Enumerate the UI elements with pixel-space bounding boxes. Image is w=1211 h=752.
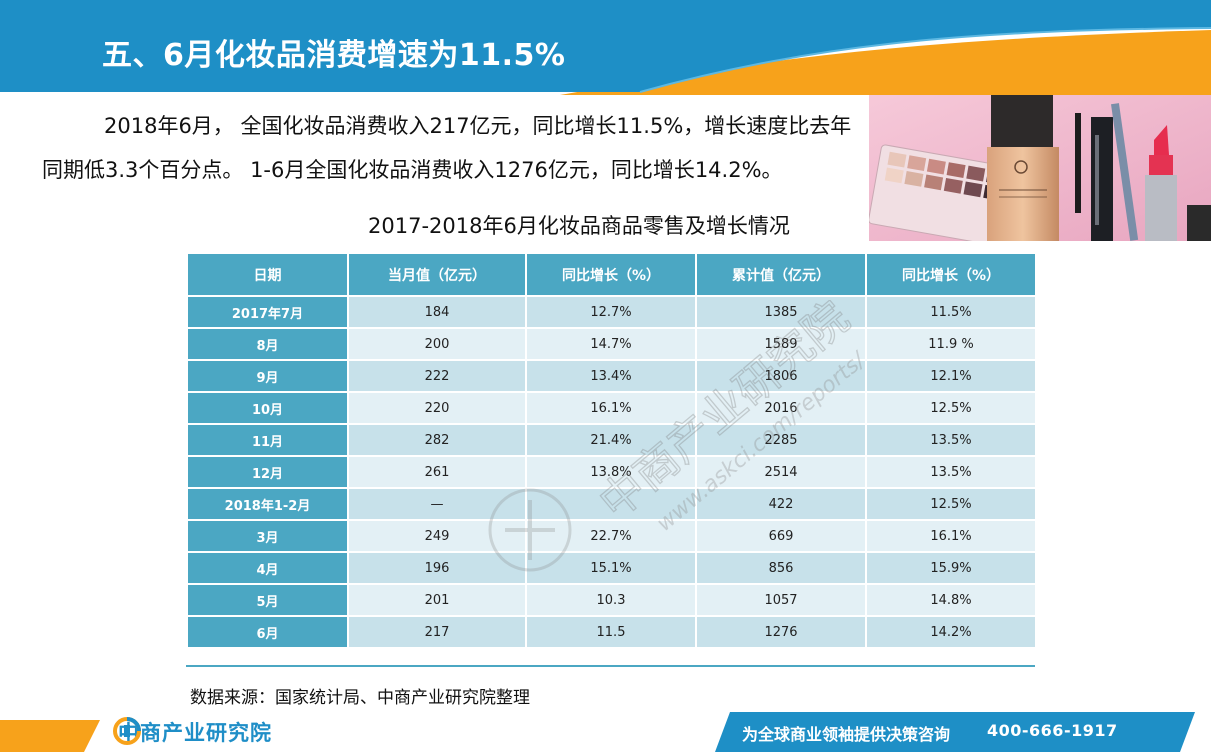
cumulative-growth: 14.8% — [865, 583, 1037, 617]
cumulative-growth: 11.9 % — [865, 327, 1037, 361]
source-note: 数据来源：国家统计局、中商产业研究院整理 — [190, 688, 530, 708]
cumulative-value: 1385 — [695, 295, 867, 329]
monthly-value: 220 — [347, 391, 527, 425]
table-row: 6月 217 11.5 1276 14.2% — [186, 615, 1037, 649]
monthly-value: 184 — [347, 295, 527, 329]
header-banner: 五、6月化妆品消费增速为11.5% — [0, 0, 1211, 95]
cumulative-growth: 14.2% — [865, 615, 1037, 649]
cumulative-growth: 13.5% — [865, 423, 1037, 457]
monthly-value: 261 — [347, 455, 527, 489]
row-date: 11月 — [186, 423, 349, 457]
footer-logo-text: 中商产业研究院 — [118, 721, 272, 745]
table-row: 4月 196 15.1% 856 15.9% — [186, 551, 1037, 585]
monthly-growth: 13.4% — [525, 359, 697, 393]
header-date: 日期 — [186, 252, 349, 297]
footer-slogan: 为全球商业领袖提供决策咨询 — [742, 725, 951, 744]
monthly-growth: 15.1% — [525, 551, 697, 585]
cumulative-value: 2285 — [695, 423, 867, 457]
cumulative-value: 1589 — [695, 327, 867, 361]
footer: 中商产业研究院 为全球商业领袖提供决策咨询 400-666-1917 — [0, 712, 1211, 752]
monthly-value: 200 — [347, 327, 527, 361]
monthly-value: 217 — [347, 615, 527, 649]
row-date: 3月 — [186, 519, 349, 553]
cumulative-growth: 11.5% — [865, 295, 1037, 329]
row-date: 9月 — [186, 359, 349, 393]
row-date: 5月 — [186, 583, 349, 617]
monthly-growth: 21.4% — [525, 423, 697, 457]
monthly-growth: 12.7% — [525, 295, 697, 329]
cumulative-value: 1276 — [695, 615, 867, 649]
cumulative-value: 669 — [695, 519, 867, 553]
monthly-growth: 16.1% — [525, 391, 697, 425]
table-row: 9月 222 13.4% 1806 12.1% — [186, 359, 1037, 393]
cumulative-value: 856 — [695, 551, 867, 585]
row-date: 12月 — [186, 455, 349, 489]
table-row: 12月 261 13.8% 2514 13.5% — [186, 455, 1037, 489]
slide-title: 五、6月化妆品消费增速为11.5% — [102, 38, 566, 73]
monthly-growth — [525, 487, 697, 521]
cumulative-value: 422 — [695, 487, 867, 521]
intro-paragraph: 2018年6月， 全国化妆品消费收入217亿元，同比增长11.5%，增长速度比去… — [42, 114, 852, 182]
cumulative-growth: 12.5% — [865, 487, 1037, 521]
row-date: 4月 — [186, 551, 349, 585]
monthly-value: 282 — [347, 423, 527, 457]
row-date: 8月 — [186, 327, 349, 361]
cosmetics-product-photo — [869, 95, 1211, 241]
row-date: 2017年7月 — [186, 295, 349, 329]
cumulative-growth: 12.5% — [865, 391, 1037, 425]
header-cumulative-value: 累计值（亿元） — [695, 252, 867, 297]
cumulative-growth: 16.1% — [865, 519, 1037, 553]
cumulative-value: 1806 — [695, 359, 867, 393]
cumulative-growth: 12.1% — [865, 359, 1037, 393]
cumulative-value: 1057 — [695, 583, 867, 617]
table-row: 8月 200 14.7% 1589 11.9 % — [186, 327, 1037, 361]
header-monthly-growth: 同比增长（%） — [525, 252, 697, 297]
row-date: 6月 — [186, 615, 349, 649]
monthly-value: 201 — [347, 583, 527, 617]
table-row: 3月 249 22.7% 669 16.1% — [186, 519, 1037, 553]
retail-table-container: 日期 当月值（亿元） 同比增长（%） 累计值（亿元） 同比增长（%） 2017年… — [186, 252, 1037, 649]
footer-phone: 400-666-1917 — [987, 721, 1118, 740]
table-row: 5月 201 10.3 1057 14.8% — [186, 583, 1037, 617]
header-monthly-value: 当月值（亿元） — [347, 252, 527, 297]
cumulative-growth: 15.9% — [865, 551, 1037, 585]
footer-background — [0, 712, 1211, 752]
monthly-value: 222 — [347, 359, 527, 393]
monthly-growth: 11.5 — [525, 615, 697, 649]
table-row: 2018年1-2月 — 422 12.5% — [186, 487, 1037, 521]
table-row: 11月 282 21.4% 2285 13.5% — [186, 423, 1037, 457]
header-background — [0, 0, 1211, 95]
row-date: 10月 — [186, 391, 349, 425]
footer-logo: 中商产业研究院 — [112, 716, 272, 748]
monthly-growth: 13.8% — [525, 455, 697, 489]
table-row: 2017年7月 184 12.7% 1385 11.5% — [186, 295, 1037, 329]
askci-logo-icon — [113, 717, 141, 745]
table-row: 10月 220 16.1% 2016 12.5% — [186, 391, 1037, 425]
retail-table: 日期 当月值（亿元） 同比增长（%） 累计值（亿元） 同比增长（%） 2017年… — [186, 252, 1037, 649]
table-caption: 2017-2018年6月化妆品商品零售及增长情况 — [368, 214, 790, 238]
monthly-value: 196 — [347, 551, 527, 585]
cumulative-value: 2514 — [695, 455, 867, 489]
monthly-growth: 10.3 — [525, 583, 697, 617]
monthly-growth: 22.7% — [525, 519, 697, 553]
cumulative-growth: 13.5% — [865, 455, 1037, 489]
table-header-row: 日期 当月值（亿元） 同比增长（%） 累计值（亿元） 同比增长（%） — [186, 252, 1037, 297]
monthly-value: 249 — [347, 519, 527, 553]
table-bottom-rule — [186, 665, 1035, 667]
header-cumulative-growth: 同比增长（%） — [865, 252, 1037, 297]
monthly-value: — — [347, 487, 527, 521]
cumulative-value: 2016 — [695, 391, 867, 425]
row-date: 2018年1-2月 — [186, 487, 349, 521]
monthly-growth: 14.7% — [525, 327, 697, 361]
